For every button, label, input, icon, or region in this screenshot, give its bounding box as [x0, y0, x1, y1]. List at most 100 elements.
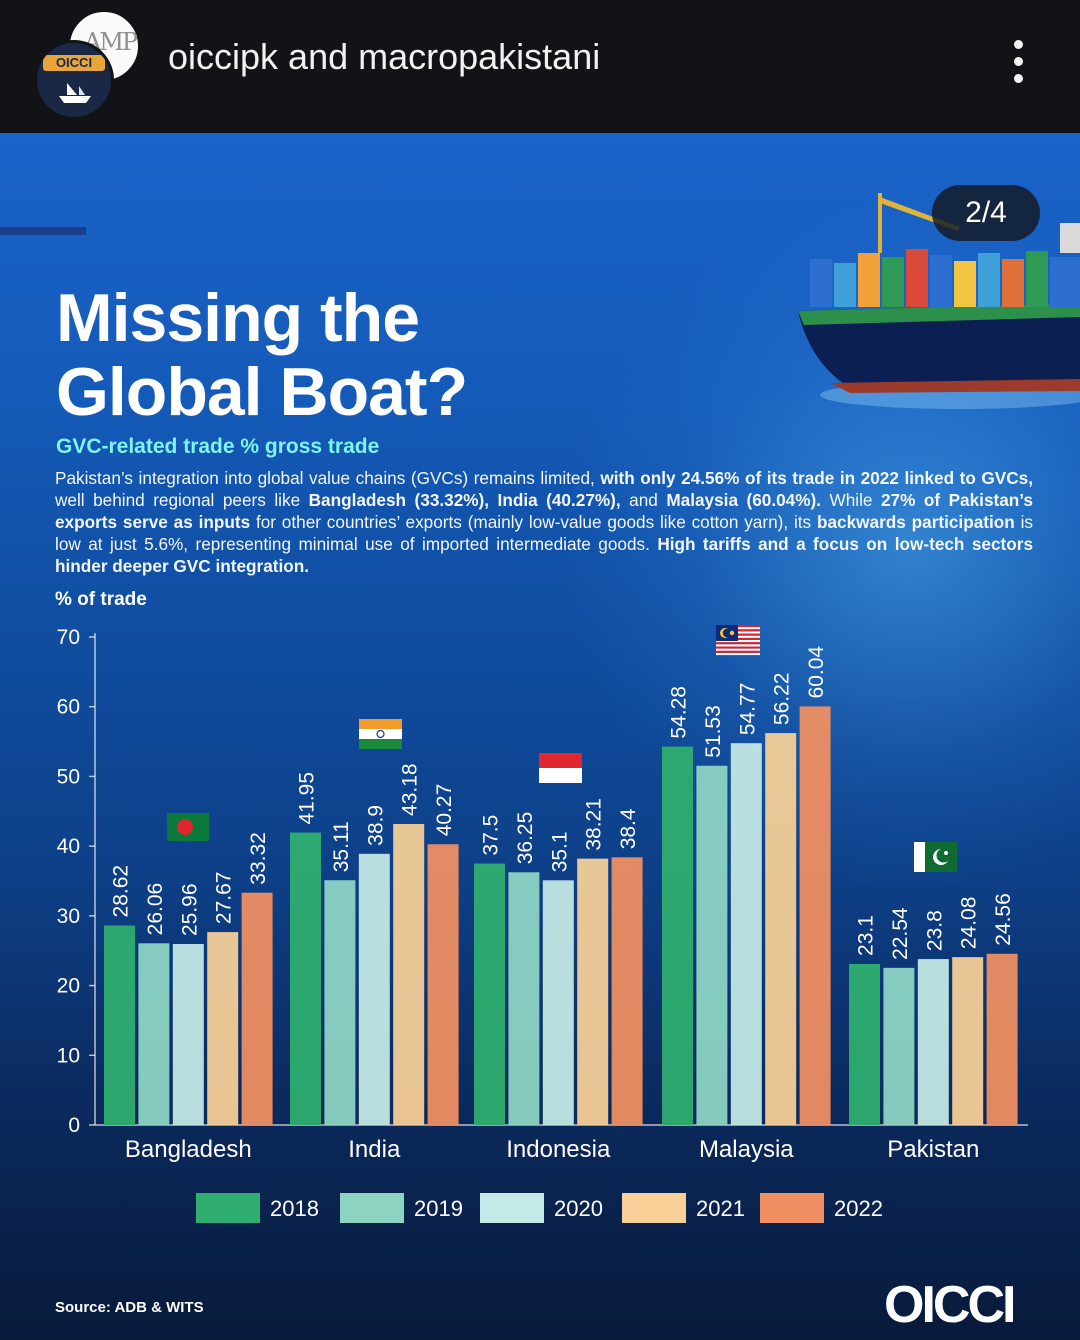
- bar-indonesia-2022: [611, 857, 643, 1125]
- description-segment: with only 24.56% of its trade in 2022 li…: [600, 468, 1033, 488]
- bar-india-2019: [324, 880, 356, 1125]
- accent-line: [0, 227, 86, 235]
- post-header: AMP OICCI oiccipk and macropakistani: [0, 0, 1080, 133]
- x-category-label: Malaysia: [699, 1136, 794, 1163]
- bar-indonesia-2021: [577, 858, 609, 1125]
- bar-pakistan-2019: [883, 967, 915, 1125]
- bar-indonesia-2020: [542, 880, 574, 1125]
- bar-indonesia-2019: [508, 872, 540, 1125]
- pakistan-flag-icon: [914, 842, 957, 872]
- bar-malaysia-2021: [765, 733, 797, 1125]
- description-paragraph: Pakistan’s integration into global value…: [55, 467, 1033, 577]
- bar-bangladesh-2018: [104, 925, 135, 1125]
- bar-bangladesh-2022: [241, 892, 273, 1125]
- malaysia-flag-icon: [716, 625, 760, 656]
- bar-malaysia-2022: [799, 706, 831, 1125]
- bar-india-2021: [393, 823, 425, 1125]
- data-label: 37.5: [480, 815, 503, 856]
- data-label: 54.28: [668, 686, 691, 739]
- x-category-label: Pakistan: [887, 1136, 979, 1163]
- legend-label: 2020: [554, 1196, 603, 1221]
- description-segment: Pakistan’s integration into global value…: [55, 468, 601, 488]
- bar-indonesia-2018: [474, 863, 505, 1125]
- data-label: 23.1: [855, 915, 878, 956]
- indonesia-flag-icon: [539, 753, 582, 783]
- y-tick-label: 10: [57, 1044, 80, 1067]
- bar-pakistan-2018: [849, 963, 880, 1125]
- description-segment: and: [620, 490, 667, 510]
- title-line-1: Missing the: [56, 280, 420, 356]
- oicci-logo: OICCI: [884, 1276, 1016, 1334]
- bar-india-2018: [290, 832, 321, 1125]
- y-tick-label: 20: [57, 975, 80, 998]
- slide-counter: 2/4: [932, 185, 1040, 241]
- data-label: 43.18: [399, 763, 422, 816]
- bar-bangladesh-2021: [207, 932, 239, 1125]
- data-label: 27.67: [213, 872, 236, 925]
- x-category-label: Indonesia: [506, 1136, 611, 1163]
- data-label: 60.04: [805, 646, 828, 699]
- description-segment: High tariffs and a focus on low-tech sec…: [55, 534, 1033, 576]
- x-category-label: Bangladesh: [125, 1136, 252, 1163]
- data-label: 25.96: [178, 883, 201, 936]
- data-label: 23.8: [923, 910, 946, 951]
- y-axis-label: % of trade: [55, 589, 147, 610]
- source-note: Source: ADB & WITS: [55, 1299, 204, 1316]
- legend-label: 2022: [834, 1196, 883, 1221]
- page-title: Missing the Global Boat?: [56, 280, 468, 429]
- data-label: 54.77: [736, 683, 759, 736]
- data-label: 24.08: [958, 897, 981, 950]
- y-tick-label: 0: [68, 1114, 80, 1137]
- data-label: 24.56: [992, 893, 1015, 946]
- data-label: 22.54: [889, 907, 912, 960]
- bar-pakistan-2021: [952, 957, 984, 1125]
- data-label: 35.11: [330, 821, 353, 872]
- data-label: 38.9: [364, 805, 387, 846]
- description-segment: for other countries’ exports (mainly low…: [250, 512, 817, 532]
- cargo-ship-image: [798, 193, 1080, 409]
- data-label: 26.06: [144, 883, 167, 936]
- y-tick-label: 60: [57, 696, 80, 719]
- data-label: 35.1: [548, 831, 571, 872]
- oicci-avatar-text: OICCI: [43, 55, 105, 71]
- bar-pakistan-2022: [986, 953, 1018, 1125]
- description-segment: is low at just 5.6%, representing minima…: [55, 512, 1033, 554]
- legend-swatch: [760, 1193, 824, 1223]
- bar-bangladesh-2020: [172, 944, 204, 1125]
- y-tick-label: 30: [57, 905, 80, 928]
- bar-pakistan-2020: [917, 959, 949, 1125]
- legend-swatch: [480, 1193, 544, 1223]
- bar-india-2020: [358, 853, 390, 1125]
- india-flag-icon: [359, 719, 402, 749]
- y-tick-label: 70: [57, 626, 80, 649]
- description-segment: 27% of Pakistan’s exports serve as input…: [55, 490, 1033, 532]
- boat-icon: [59, 83, 91, 103]
- bar-india-2022: [427, 844, 459, 1125]
- data-label: 36.25: [514, 812, 537, 865]
- legend-label: 2018: [270, 1196, 319, 1221]
- legend-swatch: [340, 1193, 404, 1223]
- oicci-avatar[interactable]: OICCI: [34, 40, 114, 120]
- bar-malaysia-2019: [696, 765, 728, 1125]
- legend-swatch: [622, 1193, 686, 1223]
- bangladesh-flag-icon: [167, 813, 209, 841]
- bar-bangladesh-2019: [138, 943, 170, 1125]
- bar-chart: 0 10 20 30 40 50 60 70 28.62 26.06 25.96 27.67 33.32…: [57, 625, 1028, 1163]
- data-label: 38.21: [583, 798, 606, 851]
- bar-malaysia-2020: [730, 743, 762, 1125]
- data-label: 28.62: [110, 865, 133, 918]
- description-segment: well behind regional peers like: [55, 490, 309, 510]
- chart-subtitle: GVC-related trade % gross trade: [56, 435, 380, 458]
- y-tick-label: 40: [57, 835, 80, 858]
- legend-label: 2019: [414, 1196, 463, 1221]
- legend-swatch: [196, 1193, 260, 1223]
- post-username[interactable]: oiccipk and macropakistani: [168, 36, 601, 77]
- description-segment: backwards participation: [816, 512, 1015, 532]
- y-tick-label: 50: [57, 765, 80, 788]
- more-options-icon[interactable]: [1008, 40, 1028, 88]
- bar-malaysia-2018: [662, 746, 693, 1125]
- data-label: 38.4: [617, 808, 640, 849]
- data-label: 40.27: [433, 784, 456, 837]
- data-label: 41.95: [296, 772, 319, 825]
